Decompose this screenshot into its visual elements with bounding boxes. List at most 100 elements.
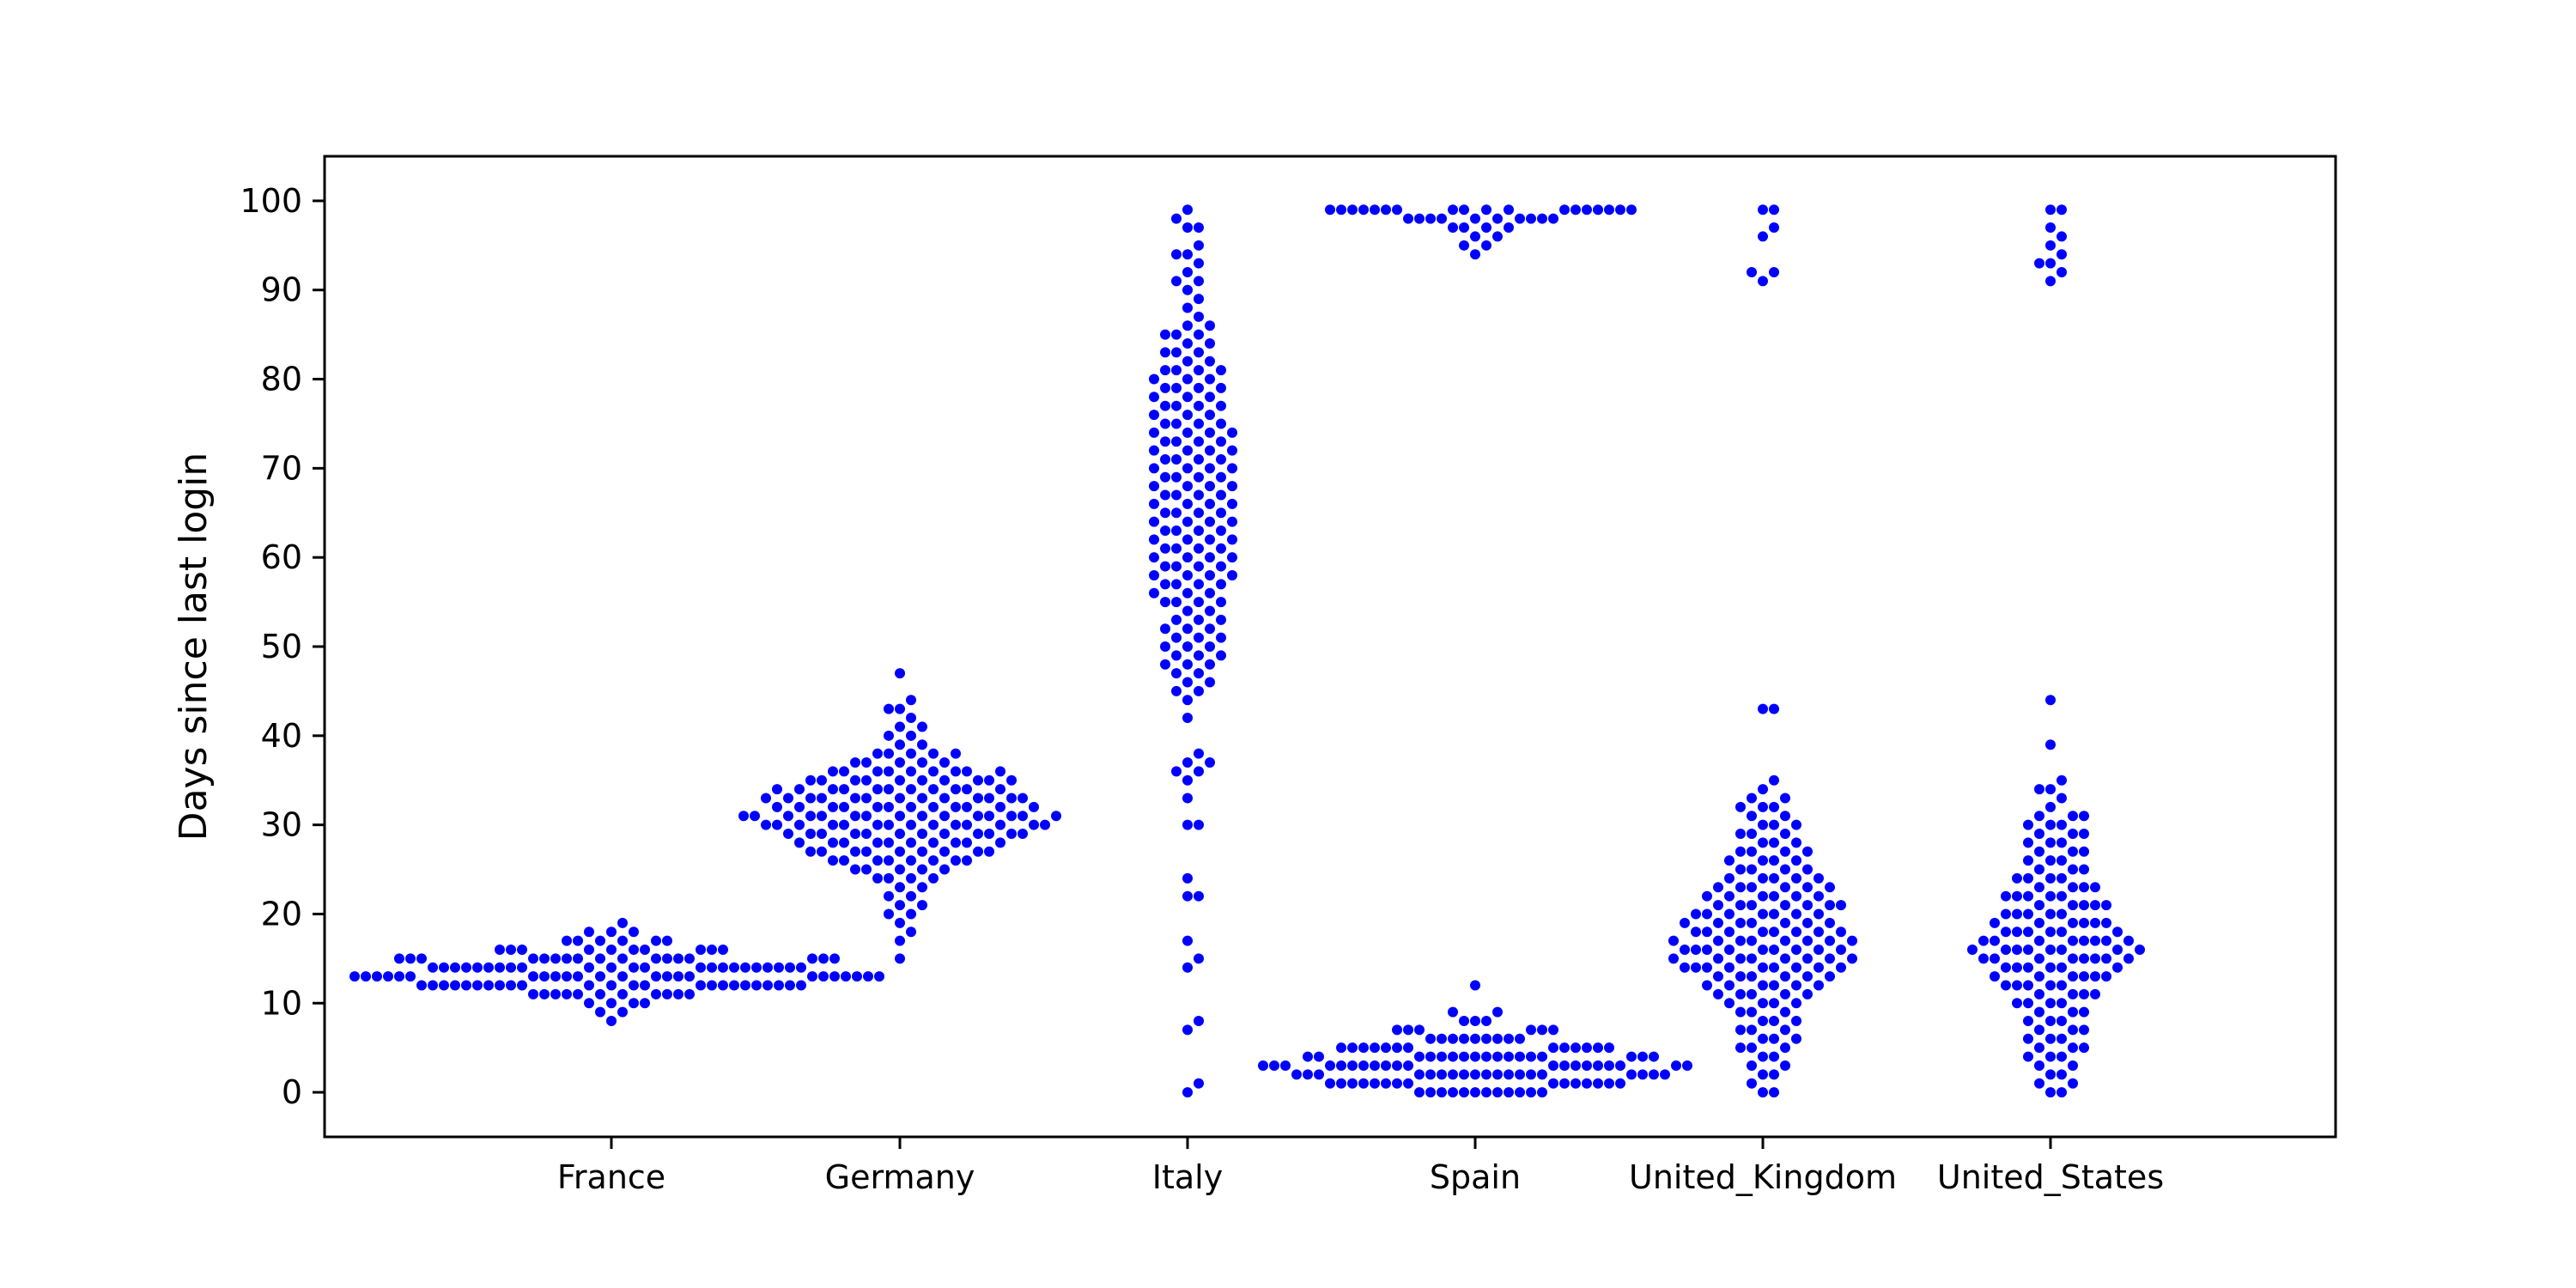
data-point [1194,1016,1204,1027]
data-point [1814,927,1824,938]
data-point [995,801,1005,812]
data-point [839,837,849,848]
data-point [1171,400,1182,411]
data-point [1194,347,1204,358]
data-point [1571,1042,1581,1054]
data-point [1470,1087,1480,1098]
data-point [1537,1051,1547,1062]
data-point [1194,240,1204,251]
data-point [1802,953,1813,964]
data-point [1171,597,1182,608]
data-point [2057,1033,2067,1044]
data-point [640,998,650,1009]
data-point [1160,526,1170,537]
data-point [1216,471,1226,483]
data-point [2090,971,2100,982]
data-point [1149,374,1159,385]
data-point [1425,1051,1436,1062]
data-point [1990,935,2000,946]
data-point [1758,980,1768,991]
data-point [1227,481,1237,492]
data-point [906,890,916,902]
data-point [818,953,829,964]
data-point [895,668,905,679]
data-point [1205,641,1215,652]
data-point [895,756,905,768]
data-point [1504,222,1514,234]
data-point [1481,1051,1492,1062]
plot-area-frame [323,155,2337,1139]
data-point [1171,365,1182,376]
data-point [2045,872,2056,884]
data-point [1149,569,1159,580]
data-point [1515,1033,1525,1044]
data-point [740,962,750,973]
data-point [2034,900,2044,911]
data-point [606,927,617,938]
data-point [1724,944,1735,955]
data-point [1182,266,1193,277]
data-point [984,829,994,840]
data-point [1691,908,1701,920]
data-point [629,944,639,955]
data-point [1758,204,1768,216]
data-point [783,811,793,822]
data-point [884,730,894,741]
data-point [1825,900,1835,911]
data-point [939,793,950,804]
data-point [951,801,961,812]
data-point [394,971,404,982]
data-point [1392,1078,1402,1089]
data-point [805,846,816,857]
data-point [1205,534,1215,545]
data-point [1171,632,1182,643]
data-point [1029,801,1039,812]
data-point [1780,953,1790,964]
data-point [861,864,872,875]
data-point [872,766,883,777]
data-point [1160,365,1170,376]
data-point [1526,1069,1536,1080]
data-point [1780,846,1790,857]
data-point [2012,944,2022,955]
data-point [1780,829,1790,840]
data-point [2045,944,2056,955]
data-point [917,793,927,804]
data-point [662,935,672,946]
data-point [1171,418,1182,429]
data-point [495,962,505,973]
data-point [1149,463,1159,474]
data-point [984,846,994,857]
data-point [1392,204,1402,216]
data-point [895,721,905,732]
data-point [1780,1042,1790,1054]
data-point [1747,917,1757,928]
data-point [1182,284,1193,295]
data-point [2068,1024,2078,1036]
data-point [1347,1060,1358,1071]
data-point [1702,927,1712,938]
data-point [1194,748,1204,759]
data-point [1758,890,1768,902]
data-point [1182,445,1193,456]
data-point [1758,819,1768,830]
data-point [2045,1069,2056,1080]
data-point [2034,1024,2044,1036]
data-point [1582,1060,1592,1071]
data-point [495,980,505,991]
data-point [662,971,672,982]
data-point [917,864,927,875]
data-point [1978,953,1989,964]
data-point [962,784,972,795]
data-point [1194,526,1204,537]
data-point [829,953,840,964]
data-point [807,953,817,964]
data-point [872,801,883,812]
data-point [405,971,416,982]
data-point [1735,1006,1746,1018]
data-point [1504,1051,1514,1062]
data-point [917,900,927,911]
data-point [2068,971,2078,982]
data-point [884,703,894,714]
data-point [1791,855,1801,866]
